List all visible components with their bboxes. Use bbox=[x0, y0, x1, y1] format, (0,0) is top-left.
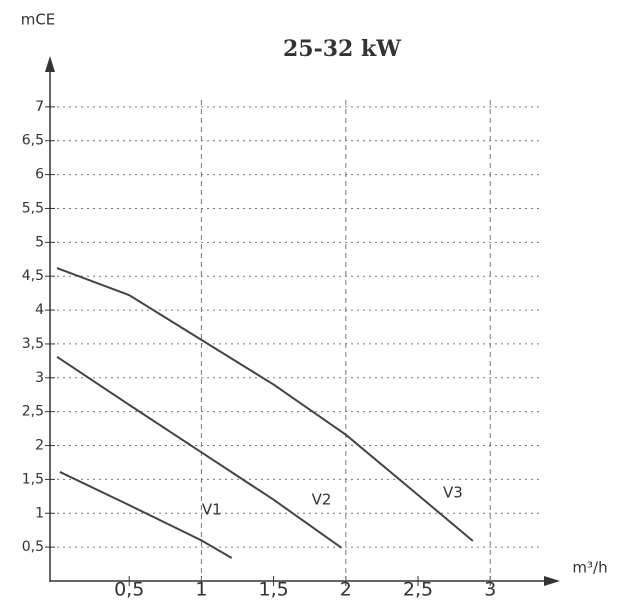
x-tick-label: 2,5 bbox=[403, 579, 433, 601]
y-tick-label: 5 bbox=[35, 234, 44, 250]
y-axis-label: mCE bbox=[21, 11, 56, 29]
chart-title: 25-32 kW bbox=[283, 36, 401, 62]
x-tick-label: 1,5 bbox=[259, 579, 289, 601]
y-tick-label: 3 bbox=[35, 370, 44, 386]
y-tick-label: 4 bbox=[35, 302, 44, 318]
y-tick-label: 1 bbox=[35, 505, 44, 521]
y-tick-label: 2 bbox=[35, 438, 44, 454]
y-tick-label: 6 bbox=[35, 167, 44, 183]
curve-label: V2 bbox=[312, 490, 332, 508]
x-axis-arrow bbox=[544, 576, 560, 586]
curve bbox=[56, 267, 474, 542]
curve-label: V3 bbox=[443, 484, 463, 502]
curve bbox=[59, 471, 233, 559]
y-tick-label: 5,5 bbox=[22, 200, 44, 216]
y-tick-label: 3,5 bbox=[22, 336, 44, 352]
x-tick-label: 1 bbox=[195, 579, 207, 601]
y-tick-label: 6,5 bbox=[22, 133, 44, 149]
y-tick-label: 4,5 bbox=[22, 268, 44, 284]
x-tick-label: 2 bbox=[340, 579, 352, 601]
x-tick-label: 0,5 bbox=[114, 579, 144, 601]
curve bbox=[56, 355, 343, 549]
curve-label: V1 bbox=[202, 500, 222, 518]
y-tick-label: 7 bbox=[35, 99, 44, 115]
y-axis-arrow bbox=[45, 56, 55, 72]
y-tick-label: 2,5 bbox=[22, 404, 44, 420]
x-tick-label: 3 bbox=[484, 579, 496, 601]
x-axis-label: m³/h bbox=[572, 559, 607, 577]
y-tick-label: 1,5 bbox=[22, 471, 44, 487]
y-tick-label: 0,5 bbox=[22, 539, 44, 555]
